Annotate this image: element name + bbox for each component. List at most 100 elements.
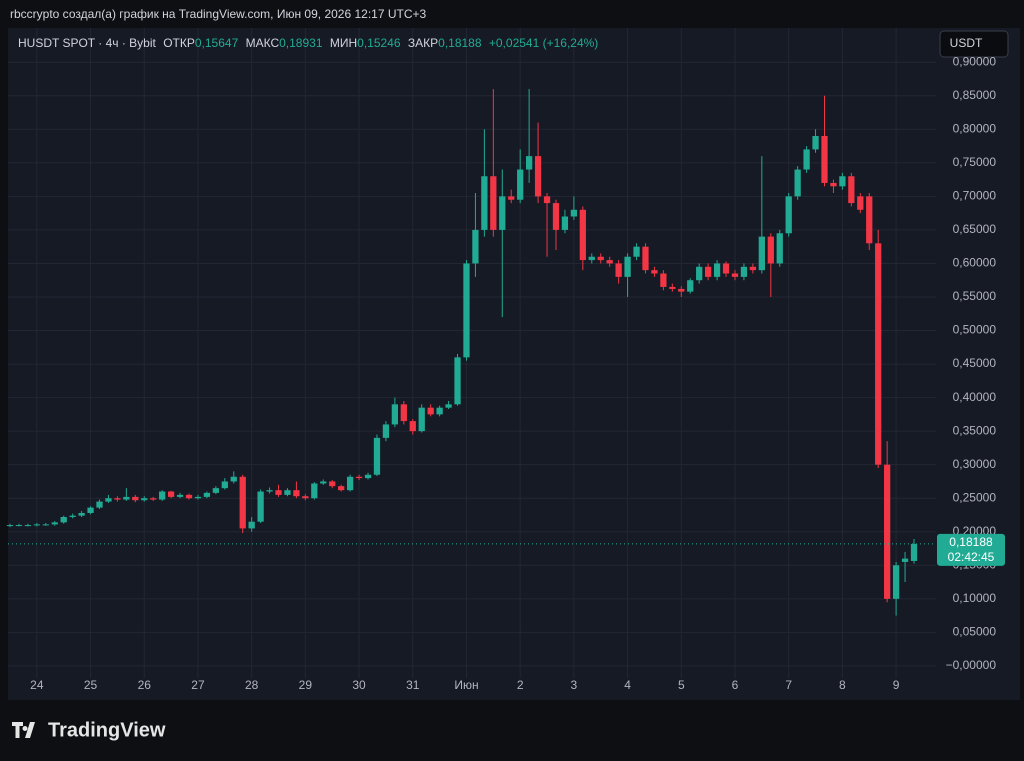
- candle-body: [15, 525, 23, 527]
- candle-body: [266, 490, 273, 492]
- candle-body: [284, 490, 291, 495]
- candle-body: [758, 236, 765, 271]
- candle-body: [96, 501, 103, 508]
- candle-body: [42, 524, 49, 526]
- candle-body: [857, 196, 864, 210]
- y-tick-label: 0,55000: [953, 289, 997, 303]
- y-tick-label: 0,85000: [953, 88, 997, 102]
- candle-body: [606, 260, 613, 264]
- x-tick-label: 9: [893, 678, 900, 692]
- y-tick-label: 0,65000: [953, 222, 997, 236]
- candle-body: [454, 357, 461, 405]
- candle-body: [525, 156, 533, 170]
- candle-body: [830, 182, 837, 187]
- candle-body: [203, 492, 211, 497]
- y-tick-label: 0,60000: [953, 256, 997, 270]
- candle-body: [114, 498, 121, 500]
- candle-body: [722, 263, 730, 274]
- y-tick-label: 0,70000: [953, 189, 997, 203]
- high-label: МАКС: [246, 36, 280, 50]
- x-tick-label: 30: [352, 678, 366, 692]
- candle-body: [552, 203, 560, 230]
- x-tick-label: 3: [571, 678, 578, 692]
- candle-body: [642, 246, 649, 271]
- candle-body: [463, 263, 470, 358]
- currency-button[interactable]: [939, 30, 1009, 58]
- candle-body: [159, 491, 166, 500]
- currency[interactable]: USDT: [950, 36, 983, 50]
- candle-body: [373, 437, 381, 475]
- candle-body: [167, 491, 175, 497]
- candle-body: [910, 543, 918, 561]
- x-tick-label: 26: [138, 678, 152, 692]
- logo: TradingView: [12, 719, 166, 741]
- y-tick-label: 0,35000: [953, 423, 997, 437]
- candle-body: [713, 263, 721, 277]
- candle-body: [338, 486, 345, 491]
- candle-body: [624, 256, 631, 277]
- candle-body: [875, 243, 882, 465]
- candle-body: [633, 246, 640, 257]
- candle-body: [51, 522, 58, 525]
- candle-body: [821, 135, 828, 183]
- x-tick-label: 8: [839, 678, 846, 692]
- candle-body: [490, 176, 497, 230]
- price-tag-value: 0,18188: [949, 535, 993, 549]
- x-tick-label: 5: [678, 678, 685, 692]
- candle-body: [678, 288, 685, 292]
- candle-body: [776, 233, 783, 264]
- candle-body: [150, 498, 157, 500]
- candle-body: [705, 266, 712, 277]
- candle-body: [749, 266, 757, 271]
- candle-body: [320, 481, 327, 484]
- open-value: 0,15647: [195, 36, 239, 50]
- y-tick-label: 0,25000: [953, 490, 997, 504]
- candle-body: [561, 216, 569, 230]
- logo-text: TradingView: [48, 719, 166, 741]
- x-tick-label: 28: [245, 678, 259, 692]
- candle-body: [230, 476, 237, 482]
- y-tick-label: 0,90000: [953, 54, 997, 68]
- y-tick-label: 0,80000: [953, 121, 997, 135]
- candle-body: [543, 196, 551, 204]
- candle-body: [212, 488, 219, 493]
- candle-body: [660, 273, 667, 287]
- candle-body: [472, 229, 479, 264]
- x-tick-label: 24: [30, 678, 44, 692]
- candle-body: [785, 196, 792, 234]
- candle-body: [105, 498, 112, 502]
- candle-body: [329, 481, 336, 487]
- x-tick-label: 2: [517, 678, 524, 692]
- candle-body: [400, 404, 407, 422]
- y-tick-label: −0,00000: [946, 658, 997, 672]
- candle-body: [767, 236, 774, 264]
- candle-body: [6, 525, 14, 527]
- x-tick-label: Июн: [454, 678, 478, 692]
- close-value: 0,18188: [438, 36, 482, 50]
- candle-body: [570, 209, 578, 217]
- candle-body: [346, 476, 354, 491]
- y-tick-label: 0,40000: [953, 390, 997, 404]
- candle-body: [445, 404, 452, 408]
- candle-body: [892, 565, 900, 599]
- candle-body: [884, 464, 891, 599]
- close-label: ЗАКР: [408, 36, 438, 50]
- candle-body: [427, 407, 434, 415]
- x-tick-label: 25: [84, 678, 98, 692]
- candle-body: [176, 494, 184, 497]
- candle-body: [275, 490, 282, 495]
- candle-body: [132, 496, 139, 501]
- candle-body: [311, 483, 318, 499]
- logo-mark: [12, 722, 35, 738]
- candle-body: [848, 176, 855, 204]
- candle-body: [499, 196, 506, 230]
- candle-body: [866, 196, 873, 244]
- y-tick-label: 0,50000: [953, 323, 997, 337]
- candle-body: [534, 156, 542, 197]
- candle-body: [615, 263, 622, 277]
- candle-body: [508, 196, 515, 200]
- x-tick-label: 27: [191, 678, 205, 692]
- candle-body: [123, 496, 130, 500]
